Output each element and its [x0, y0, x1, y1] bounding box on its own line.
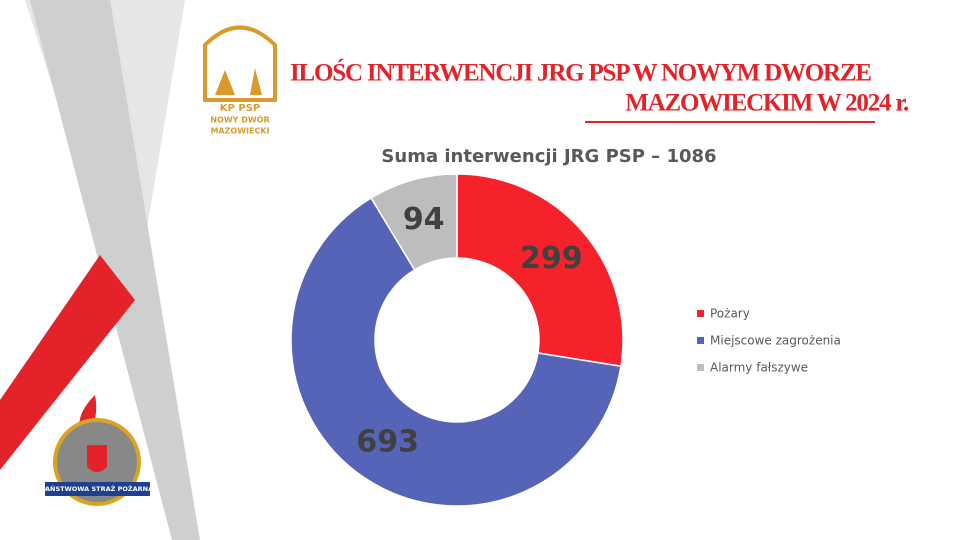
slide-title: MAZOWIECKIM W 2024 r.: [625, 90, 909, 117]
donut-slice: [370, 173, 458, 271]
data-label: 94: [403, 202, 445, 237]
slide-title: ILOŚC INTERWENCJI JRG PSP W NOWYM DWORZE: [290, 59, 871, 87]
legend-label: Alarmy fałszywe: [710, 361, 808, 375]
chart-title: Suma interwencji JRG PSP – 1086: [381, 146, 716, 167]
legend-label: Pożary: [710, 307, 750, 321]
logo-top: KP PSP NOWY DWÓR MAZOWIECKI: [203, 25, 277, 136]
decor-gray-band: [30, 0, 200, 540]
legend-swatch: [697, 310, 704, 317]
legend-label: Miejscowe zagrożenia: [710, 334, 841, 348]
data-label: 299: [520, 241, 583, 276]
donut-slice: [456, 173, 624, 368]
donut-slice: [290, 196, 622, 507]
logo-text: MAZOWIECKI: [210, 127, 269, 136]
logo-text: NOWY DWÓR: [210, 114, 269, 125]
legend-swatch: [697, 364, 704, 371]
logo-bottom: PAŃSTWOWA STRAŻ POŻARNA: [41, 395, 153, 506]
data-label: 693: [356, 424, 419, 459]
logo-text: KP PSP: [220, 103, 260, 114]
logo-text: PAŃSTWOWA STRAŻ POŻARNA: [41, 484, 153, 493]
decor-red-band: [0, 255, 135, 470]
legend-swatch: [697, 337, 704, 344]
